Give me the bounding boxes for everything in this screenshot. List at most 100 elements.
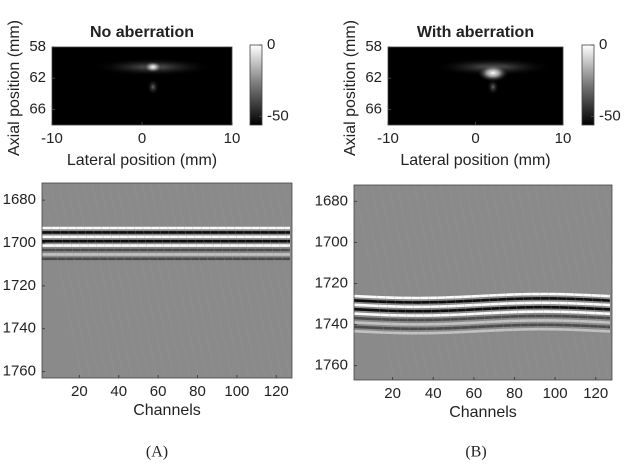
echo-band [354,292,611,300]
texture [108,183,149,378]
y-tick-label: 1700 [3,234,36,251]
texture [499,185,541,380]
y-tick-label: 58 [29,38,46,55]
y-tick-label: 62 [29,69,46,86]
texture [396,185,438,380]
x-tick-label: -10 [377,130,399,147]
y-tick-label: 1720 [3,277,36,294]
x-tick-label: 80 [506,385,523,402]
texture [474,185,515,380]
texture [66,183,108,378]
texture [534,185,575,380]
texture [482,185,524,380]
caption: (B) [465,444,486,461]
texture [133,183,174,378]
x-tick-label: 100 [224,383,249,400]
x-axis-label: Lateral position (mm) [400,152,550,169]
texture [603,185,612,229]
y-tick-label: 66 [365,100,382,117]
chart-title: No aberration [90,24,194,41]
texture [141,183,183,378]
y-tick-label: 1760 [315,357,348,374]
image [354,185,612,380]
x-tick-label: 0 [471,130,479,147]
spot [477,64,509,82]
texture [175,183,216,378]
y-tick-label: 1680 [315,192,348,209]
x-tick-label: -10 [41,130,63,147]
texture [183,183,224,378]
texture [42,183,83,378]
texture [370,185,412,380]
y-axis-label: Axial position (mm) [6,20,23,156]
x-tick-label: 60 [150,383,167,400]
image-bg [42,183,292,378]
texture [50,183,91,378]
texture [517,185,558,380]
texture [525,185,567,380]
texture [413,185,455,380]
echo-band [354,319,611,326]
texture [116,183,158,378]
texture [362,185,403,380]
y-tick-label: 1700 [315,233,348,250]
axes-box [353,184,613,381]
colorbar-tick-label: 0 [267,36,275,53]
chart-title: With aberration [417,24,534,41]
texture [594,185,612,271]
colorbar-tick-label: -50 [267,107,289,124]
texture [58,183,99,378]
colorbar-tick-label: 0 [599,36,607,53]
y-tick-label: 1720 [315,274,348,291]
x-tick-label: 120 [583,385,608,402]
texture [431,185,472,380]
y-tick-label: 1740 [3,320,36,337]
x-axis-label: Channels [449,404,517,421]
echo-band [354,301,611,309]
texture [491,185,532,380]
x-tick-label: 60 [466,385,483,402]
caption: (A) [146,444,168,461]
texture [422,185,464,380]
x-tick-label: 10 [224,130,241,147]
texture [75,183,116,378]
texture [465,185,507,380]
image-bg [354,185,612,380]
echo-band [354,314,611,322]
y-tick-label: 1680 [3,191,36,208]
texture [208,183,249,378]
colorbar [249,44,263,126]
texture [166,183,208,378]
echo-band [354,327,611,335]
texture [100,183,141,378]
texture [585,185,612,313]
x-tick-label: 120 [264,383,289,400]
texture [250,183,291,378]
image [52,47,232,125]
texture [191,183,233,378]
texture [456,185,498,380]
texture [283,183,292,226]
colorbar [581,44,595,126]
texture [542,185,584,380]
echo-band [354,305,611,313]
x-tick-label: 20 [384,385,401,402]
colorbar-tick-label: -50 [599,107,621,124]
texture [551,185,593,380]
sidelobe [487,79,499,95]
texture [225,183,266,378]
x-tick-label: 40 [110,383,127,400]
texture [354,185,395,380]
y-tick-label: 62 [365,69,382,86]
texture [560,185,601,380]
texture [405,185,446,380]
texture [91,183,133,378]
spot [143,61,163,73]
x-axis-label: Channels [133,402,201,419]
texture [125,183,166,378]
texture [568,185,610,380]
texture [83,183,124,378]
x-axis-label: Lateral position (mm) [67,152,217,169]
y-axis-label: Axial position (mm) [342,20,359,156]
x-tick-label: 100 [543,385,568,402]
